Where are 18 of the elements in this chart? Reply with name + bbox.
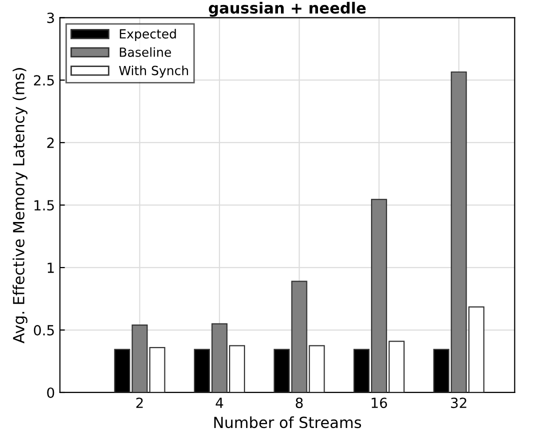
x-tick-label: 8: [296, 398, 303, 408]
legend-label: With Synch: [119, 66, 188, 78]
legend-label: Expected: [120, 28, 176, 41]
x-tick-label: 32: [451, 398, 466, 408]
x-tick-label: 4: [216, 398, 224, 408]
chart-title: gaussian + needle: [208, 2, 366, 17]
x-tick-label: 2: [136, 398, 143, 408]
y-tick-label: 0: [47, 387, 54, 398]
y-axis-title: Avg. Effective Memory Latency (ms): [12, 68, 28, 344]
legend-label: Baseline: [120, 47, 171, 57]
y-tick-label: 1: [48, 262, 54, 273]
x-tick-label: 16: [372, 398, 388, 408]
y-tick-label: 2: [47, 138, 54, 148]
x-axis-title: Number of Streams: [214, 416, 362, 428]
y-tick-label: 1.5: [34, 200, 54, 211]
y-tick-label: 0.5: [34, 324, 54, 336]
y-tick-label: 3: [47, 12, 54, 24]
y-tick-label: 2.5: [34, 75, 54, 86]
